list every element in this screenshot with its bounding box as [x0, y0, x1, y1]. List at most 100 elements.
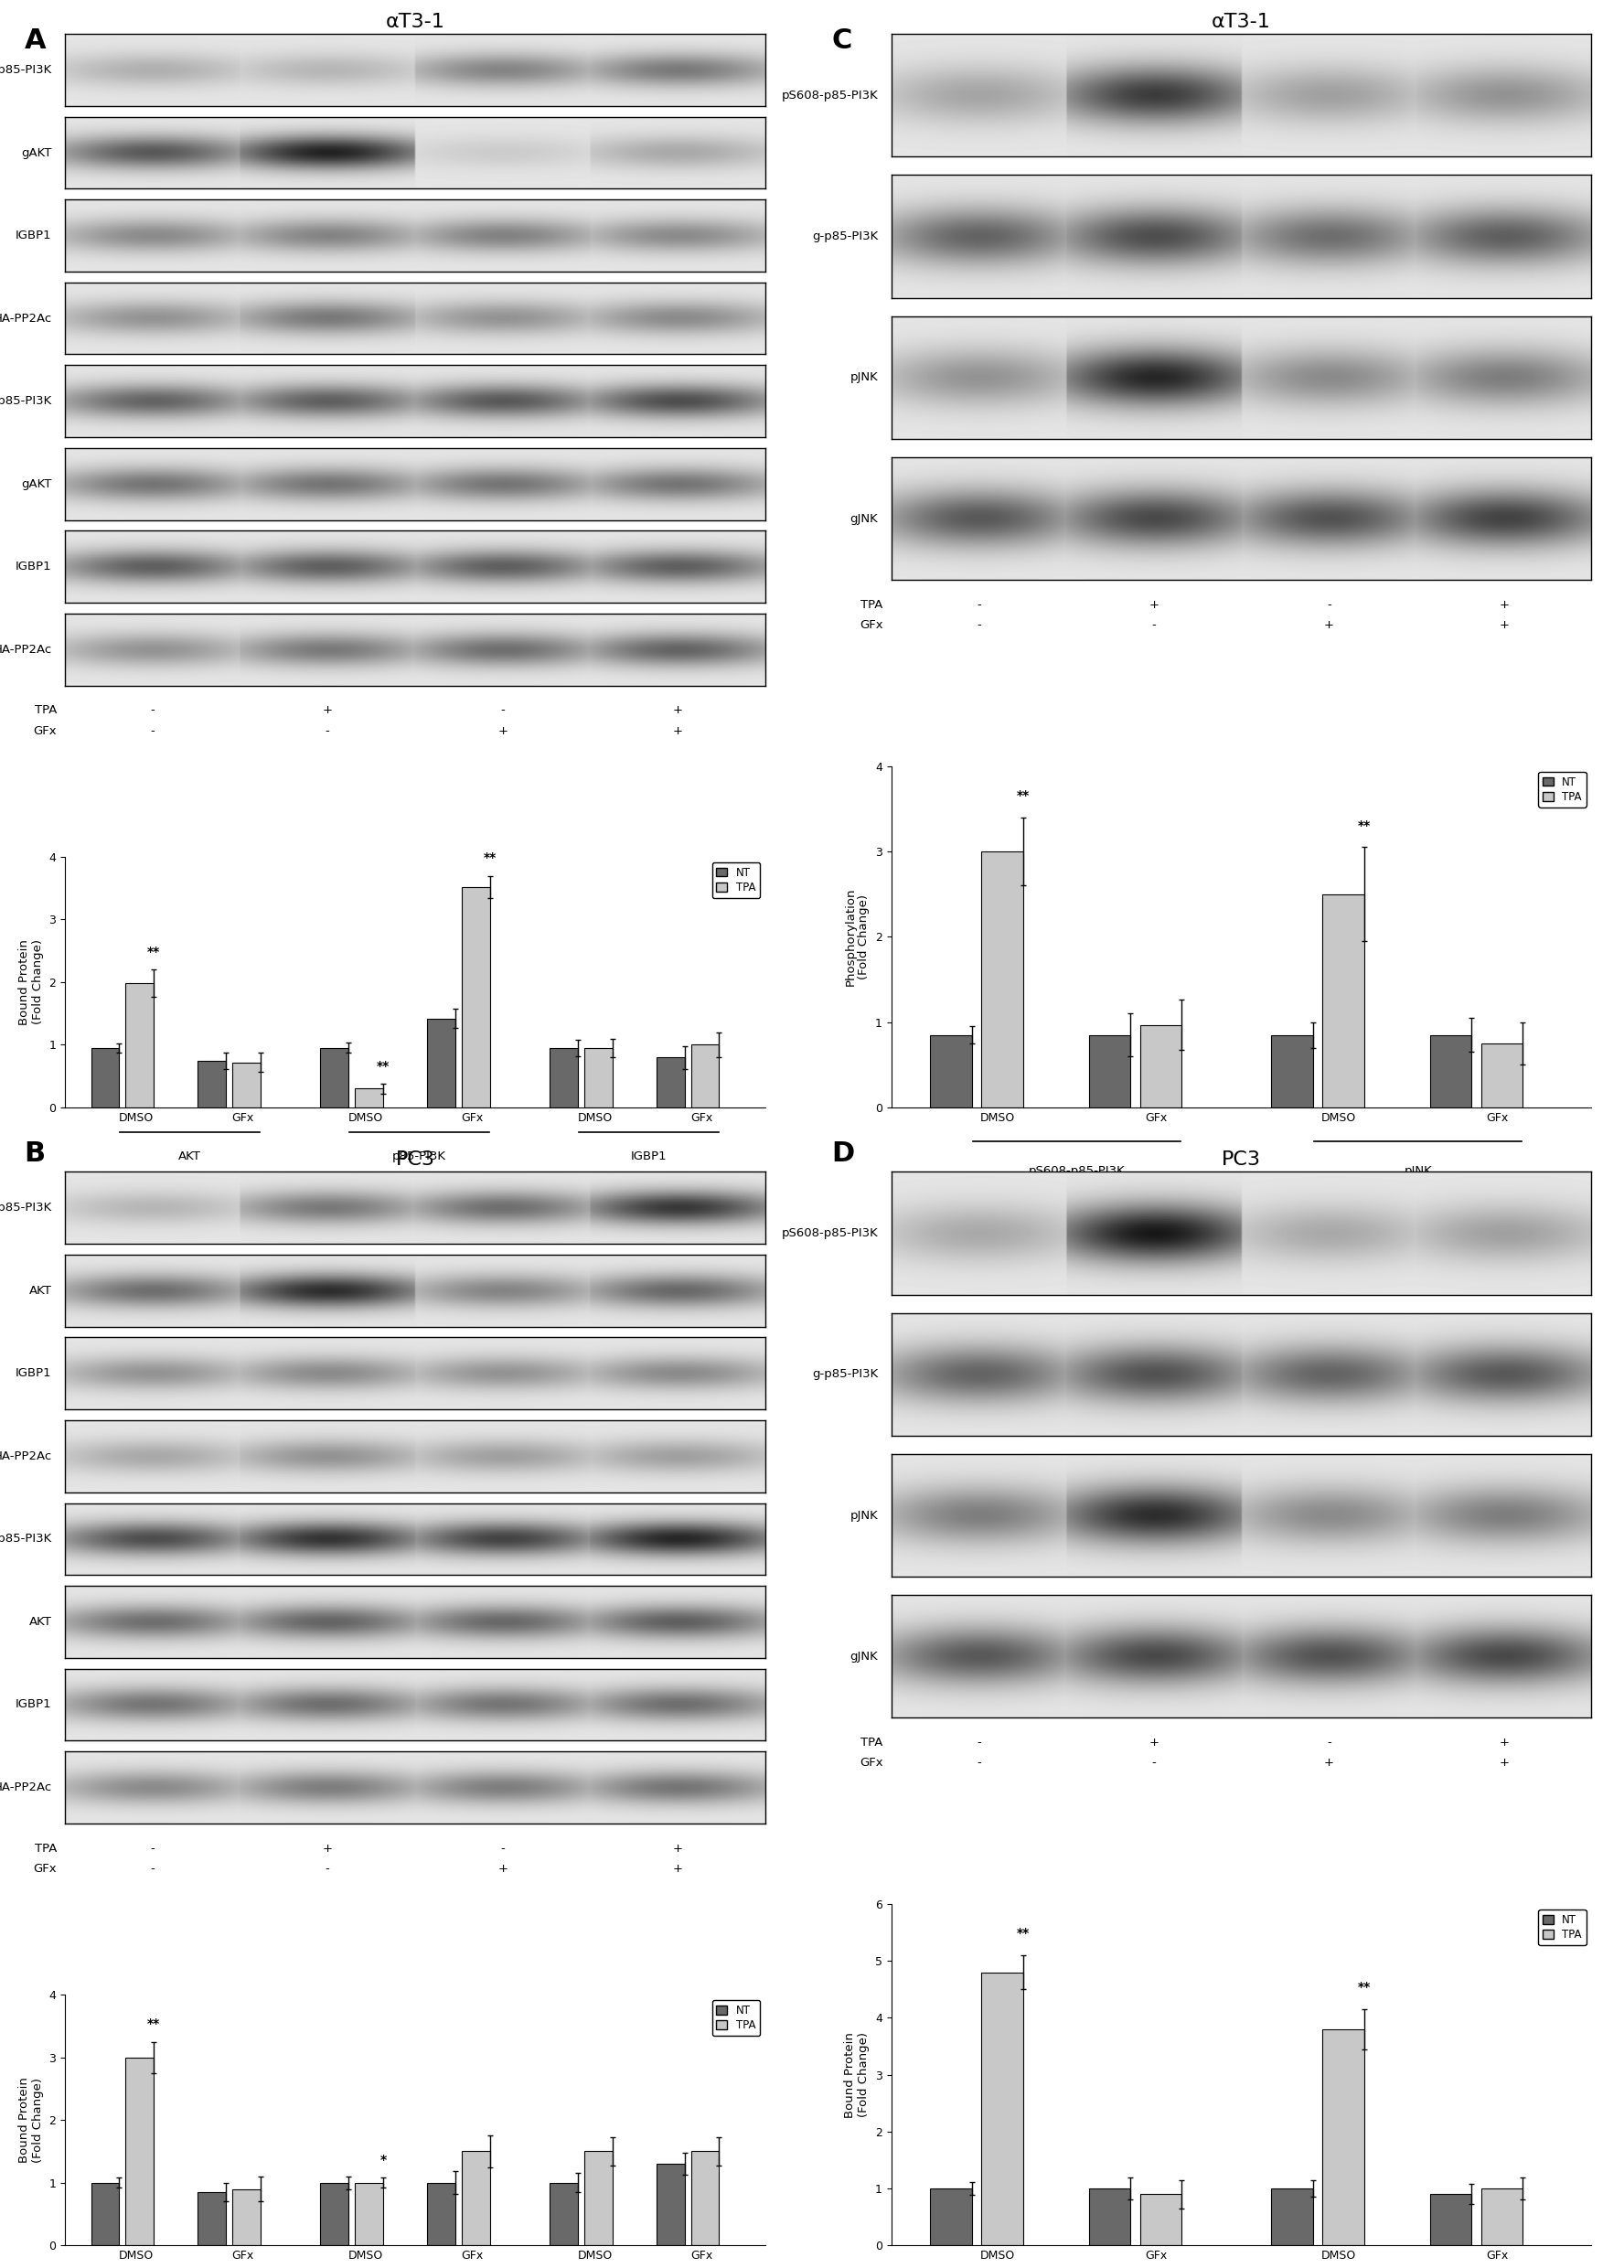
- Bar: [1088, 2189, 1130, 2245]
- Bar: [981, 1973, 1023, 2245]
- Text: +: +: [1499, 1737, 1509, 1749]
- Bar: [931, 1034, 971, 1107]
- Bar: [232, 1061, 260, 1107]
- Text: g-p85-PI3K: g-p85-PI3K: [812, 1368, 879, 1381]
- Bar: [461, 2152, 490, 2245]
- Bar: [1272, 1034, 1312, 1107]
- Text: p85-PI3K: p85-PI3K: [391, 1150, 447, 1161]
- Bar: [551, 1048, 578, 1107]
- Title: αT3-1: αT3-1: [385, 14, 445, 32]
- Bar: [1481, 2189, 1523, 2245]
- Text: gJNK: gJNK: [849, 513, 879, 524]
- Bar: [585, 2152, 612, 2245]
- Bar: [585, 1048, 612, 1107]
- Text: IGBP1: IGBP1: [630, 1150, 666, 1161]
- Text: +: +: [1324, 1758, 1333, 1769]
- Bar: [692, 2152, 719, 2245]
- Text: -: -: [500, 1842, 505, 1855]
- Bar: [198, 1061, 226, 1107]
- Text: TPA: TPA: [861, 1737, 883, 1749]
- Text: pJNK: pJNK: [849, 1510, 879, 1522]
- Bar: [1088, 1034, 1130, 1107]
- Text: *: *: [380, 2155, 387, 2166]
- Bar: [427, 2182, 455, 2245]
- Bar: [1429, 1034, 1471, 1107]
- Bar: [198, 2193, 226, 2245]
- Text: -: -: [151, 1862, 154, 1876]
- Bar: [931, 2189, 971, 2245]
- Text: **: **: [148, 2019, 161, 2030]
- Text: **: **: [148, 946, 161, 959]
- Text: +: +: [1324, 619, 1333, 631]
- Text: +: +: [1148, 599, 1160, 610]
- Text: AKT: AKT: [29, 1615, 52, 1628]
- Text: GFx: GFx: [859, 1758, 883, 1769]
- Text: pS608-p85-PI3K: pS608-p85-PI3K: [781, 88, 879, 102]
- Text: +: +: [1499, 599, 1509, 610]
- Text: -: -: [325, 726, 330, 737]
- Text: +: +: [672, 1862, 682, 1876]
- Legend: NT, TPA: NT, TPA: [1538, 1910, 1587, 1946]
- Text: gJNK: gJNK: [849, 1651, 879, 1662]
- Text: AKT: AKT: [179, 1150, 201, 1161]
- Bar: [356, 2182, 383, 2245]
- Text: g-p85-PI3K: g-p85-PI3K: [0, 1202, 52, 1213]
- Text: D: D: [831, 1141, 854, 1168]
- Text: +: +: [1148, 1737, 1160, 1749]
- Text: +: +: [497, 1862, 508, 1876]
- Text: **: **: [1358, 1982, 1371, 1994]
- Text: GFx: GFx: [34, 726, 57, 737]
- Y-axis label: Bound Protein
(Fold Change): Bound Protein (Fold Change): [844, 2032, 870, 2118]
- Bar: [356, 1089, 383, 1107]
- Text: gAKT: gAKT: [21, 147, 52, 159]
- Text: pJNK: pJNK: [1403, 1166, 1432, 1177]
- Text: TPA: TPA: [861, 599, 883, 610]
- Text: +: +: [1499, 1758, 1509, 1769]
- Text: C: C: [831, 27, 853, 54]
- Text: A: A: [24, 27, 45, 54]
- Bar: [91, 2182, 119, 2245]
- Text: HA-PP2Ac: HA-PP2Ac: [0, 1780, 52, 1794]
- Text: -: -: [500, 705, 505, 717]
- Text: AKT: AKT: [29, 1284, 52, 1297]
- Text: **: **: [1017, 1928, 1030, 1939]
- Text: -: -: [1327, 1737, 1332, 1749]
- Text: +: +: [672, 726, 682, 737]
- Y-axis label: Bound Protein
(Fold Change): Bound Protein (Fold Change): [18, 939, 44, 1025]
- Text: gAKT: gAKT: [21, 479, 52, 490]
- Bar: [1140, 1025, 1182, 1107]
- Text: **: **: [377, 1059, 390, 1073]
- Bar: [320, 2182, 349, 2245]
- Text: **: **: [1017, 789, 1030, 803]
- Bar: [125, 2057, 154, 2245]
- Legend: NT, TPA: NT, TPA: [711, 862, 760, 898]
- Text: g-p85-PI3K: g-p85-PI3K: [812, 231, 879, 243]
- Text: IGBP1: IGBP1: [16, 1699, 52, 1710]
- Text: g-p85-PI3K: g-p85-PI3K: [0, 64, 52, 75]
- Text: IGBP1: IGBP1: [16, 229, 52, 240]
- Text: +: +: [497, 726, 508, 737]
- Title: PC3: PC3: [395, 1150, 435, 1170]
- Text: -: -: [151, 1842, 154, 1855]
- Text: -: -: [976, 1758, 981, 1769]
- Text: -: -: [976, 619, 981, 631]
- Text: -: -: [1151, 619, 1156, 631]
- Text: GFx: GFx: [34, 1862, 57, 1876]
- Text: pS608-p85-PI3K: pS608-p85-PI3K: [1028, 1166, 1125, 1177]
- Text: +: +: [672, 1842, 682, 1855]
- Bar: [1272, 2189, 1312, 2245]
- Bar: [656, 2164, 685, 2245]
- Title: αT3-1: αT3-1: [1212, 14, 1272, 32]
- Text: +: +: [323, 1842, 333, 1855]
- Title: PC3: PC3: [1221, 1150, 1262, 1170]
- Text: -: -: [1151, 1758, 1156, 1769]
- Text: -: -: [151, 726, 154, 737]
- Text: HA-PP2Ac: HA-PP2Ac: [0, 1449, 52, 1463]
- Bar: [656, 1057, 685, 1107]
- Text: -: -: [1327, 599, 1332, 610]
- Bar: [91, 1048, 119, 1107]
- Bar: [1481, 1043, 1523, 1107]
- Text: +: +: [323, 705, 333, 717]
- Text: -: -: [325, 1862, 330, 1876]
- Text: IGBP1: IGBP1: [16, 560, 52, 574]
